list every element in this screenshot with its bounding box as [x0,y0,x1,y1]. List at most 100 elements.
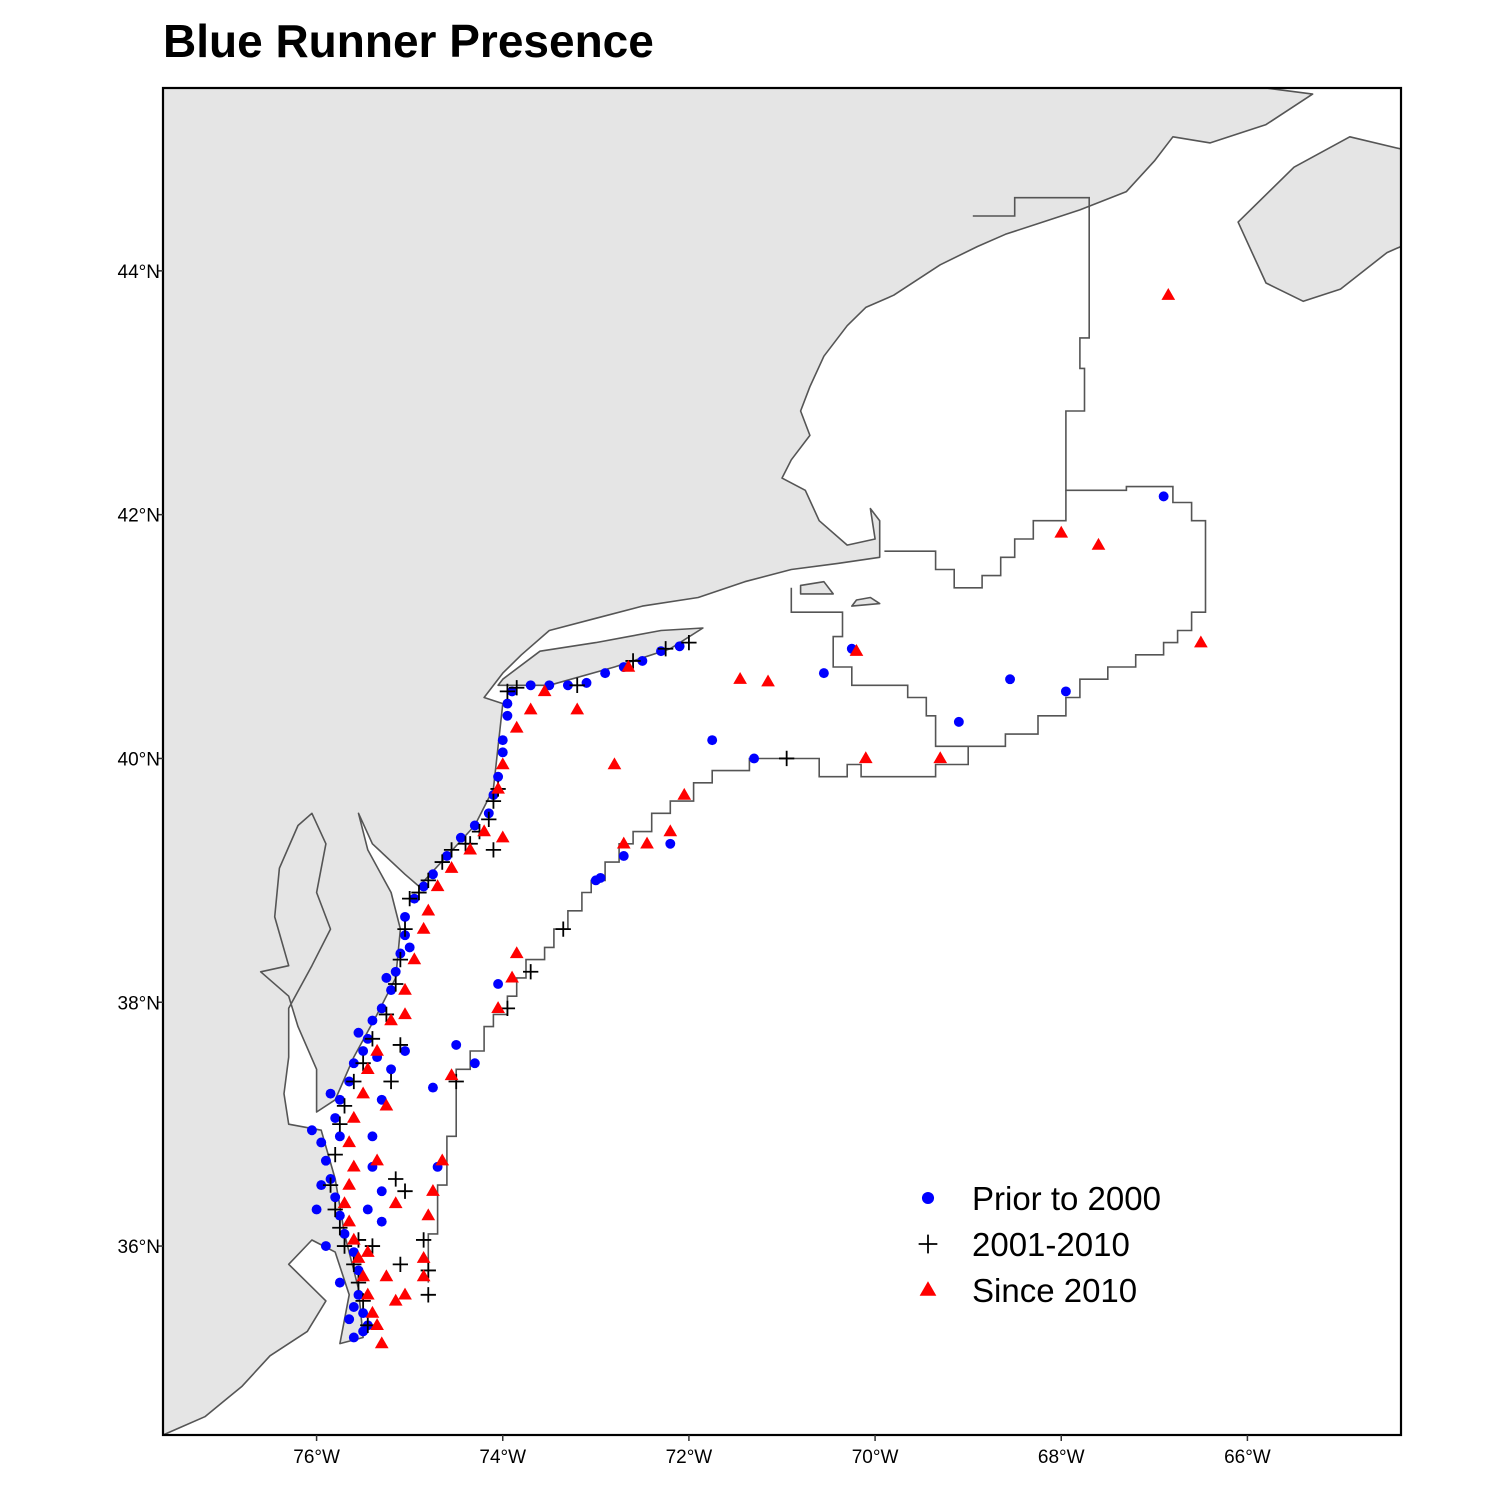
point-circle [320,1155,331,1166]
point-triangle [416,921,431,934]
point-plus [420,1287,436,1303]
y-tick-label: 38°N [118,993,160,1014]
point-circle [325,1088,336,1099]
point-circle [656,646,666,657]
point-circle [497,747,508,758]
point-plus [485,793,502,809]
point-circle [330,1192,341,1203]
point-triangle [435,1153,450,1166]
point-triangle [374,1336,389,1349]
point-circle [502,710,513,721]
axis-layer: 76°W 74°W 72°W 70°W 68°W 66°W 36°N 38°N 40°N 42°N… [118,262,1271,1468]
point-triangle [388,1293,403,1306]
point-circle [376,1094,387,1105]
point-circle [376,1003,387,1014]
point-triangle [761,674,775,687]
point-triangle [933,751,948,764]
point-circle [353,1289,364,1300]
map-panel-border [161,86,1403,1437]
point-circle [418,881,429,892]
point-circle [334,1210,345,1221]
point-circle [562,680,573,691]
point-triangle [640,836,654,849]
legend: Prior to 2000 2001-2010 Since 2010 [918,1180,1161,1309]
point-triangle [849,643,864,656]
point-circle [348,1247,359,1258]
point-circle [493,979,504,989]
point-circle [358,1046,369,1056]
point-triangle [346,1159,361,1172]
point-plus [388,1171,404,1187]
point-circle [306,1125,317,1136]
point-circle [451,1039,462,1050]
point-triangle [677,787,692,800]
point-circle [330,1113,341,1124]
point-triangle [416,1251,431,1263]
point-circle [1060,686,1071,697]
point-triangle [356,1086,370,1099]
point-triangle [365,1305,380,1318]
point-triangle [426,1183,440,1196]
x-tick-label: 76°W [293,1447,340,1468]
point-triangle [346,1110,361,1123]
point-triangle [356,1269,370,1282]
gulf-of-maine-cutout [884,490,1067,589]
point-triangle [1161,288,1176,300]
point-plus [420,872,436,889]
point-circle [525,680,536,691]
chart-title: Blue Runner Presence [163,15,654,67]
point-triangle [360,1062,375,1074]
point-circle [455,832,466,843]
series-triangle [337,288,1208,1349]
point-triangle [858,751,873,764]
point-circle [353,1027,364,1038]
point-plus [415,1232,432,1248]
point-plus [443,842,460,858]
point-circle [953,716,964,727]
point-plus [397,921,413,937]
point-triangle [370,1043,384,1056]
point-triangle [733,672,747,684]
point-triangle [477,824,491,837]
point-circle [674,641,685,652]
point-plus [346,1073,362,1090]
point-plus [657,641,674,657]
point-plus [327,1201,343,1218]
point-triangle [379,1098,394,1111]
point-plus [499,1000,516,1016]
point-triangle [495,830,510,843]
point-triangle [360,1287,375,1300]
legend-key-triangle [919,1281,937,1296]
point-circle [502,698,513,709]
point-triangle [370,1318,384,1330]
point-plus [569,677,585,693]
point-circle [618,851,629,861]
point-circle [1005,674,1016,685]
point-circle [469,820,480,831]
point-circle [316,1180,327,1191]
point-circle [497,735,508,746]
land-nova-scotia [1237,136,1401,303]
point-triangle [416,1269,431,1282]
point-circle [427,1082,438,1093]
point-plus [383,1073,399,1090]
point-plus [555,921,571,937]
point-triangle [509,720,524,733]
point-triangle [370,1153,384,1166]
point-triangle [1054,525,1069,538]
point-triangle [337,1196,352,1209]
point-circle [390,966,401,977]
land-long-island [497,627,704,687]
legend-key-circle [921,1191,935,1205]
point-circle [1158,491,1169,502]
point-triangle [384,1013,398,1026]
x-tick-label: 68°W [1038,1447,1085,1468]
point-triangle [379,1269,394,1282]
survey-boundary [427,196,1207,1283]
point-circle [707,735,718,746]
land-layer [163,88,1401,1435]
point-circle [353,1265,364,1276]
point-plus [411,884,427,901]
point-plus [392,951,409,968]
y-tick-label: 44°N [118,262,160,283]
